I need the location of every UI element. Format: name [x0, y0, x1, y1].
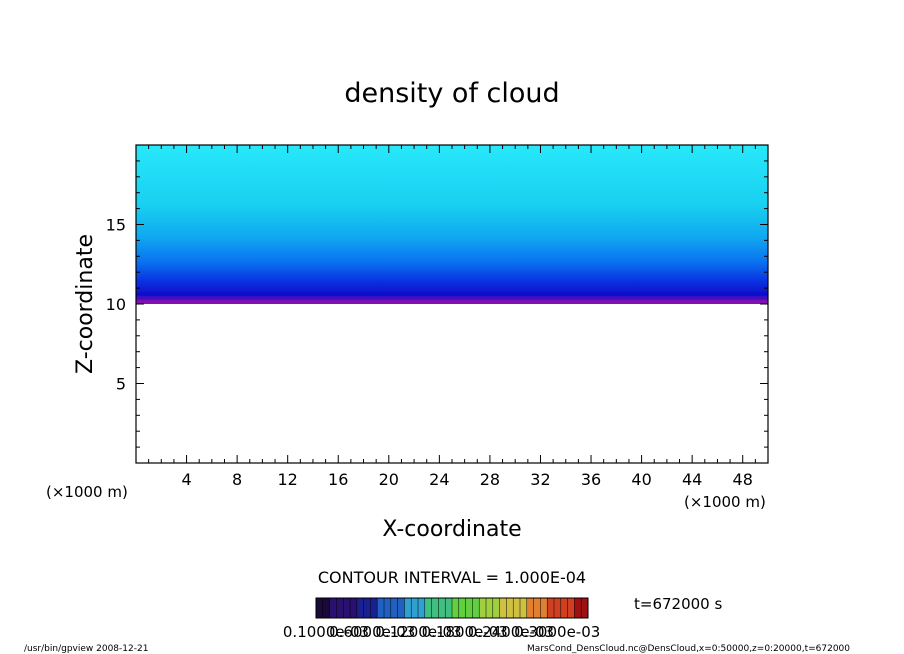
plot-area — [136, 145, 768, 304]
colorbar-cell — [350, 598, 358, 618]
colorbar-label: 0.6000e-03 — [329, 623, 415, 641]
x-tick-label: 36 — [581, 470, 601, 489]
colorbar-cell — [356, 598, 365, 618]
x-axis: 4 8 12 16 20 24 28 32 36 40 44 48 — [148, 145, 756, 489]
colorbar-cell — [445, 598, 453, 618]
time-label: t=672000 s — [634, 595, 722, 613]
colorbar-cell — [431, 598, 439, 618]
x-tick-label: 16 — [328, 470, 348, 489]
colorbar-cell — [370, 598, 378, 618]
colorbar-cell — [336, 598, 344, 618]
colorbar-cell — [499, 598, 507, 618]
colorbar-cell — [472, 598, 480, 618]
contour-interval-label: CONTOUR INTERVAL = 1.000E-04 — [318, 568, 586, 587]
colorbar-label: 0.1800e-03 — [422, 623, 508, 641]
y-tick-label: 10 — [106, 295, 126, 314]
x-unit-right: (×1000 m) — [684, 493, 766, 511]
colorbar-cell — [486, 598, 494, 618]
colorbar-cell — [465, 598, 473, 618]
x-tick-label: 44 — [682, 470, 702, 489]
colorbar-cell — [404, 598, 412, 618]
contour-band — [136, 292, 768, 297]
y-tick-label: 15 — [106, 216, 126, 235]
colorbar-cell — [513, 598, 521, 618]
colorbar-cell — [363, 598, 371, 618]
colorbar-label: 0.1200e-03 — [375, 623, 461, 641]
colorbar-cell — [520, 598, 528, 618]
footer-right: MarsCond_DensCloud.nc@DensCloud,x=0:5000… — [527, 644, 850, 654]
colorbar-cell — [424, 598, 433, 618]
colorbar-cell — [492, 598, 501, 618]
colorbar-cell — [479, 598, 487, 618]
colorbar-cell — [547, 598, 555, 618]
y-axis: 5 10 15 — [106, 160, 768, 448]
colorbar-cell — [574, 598, 582, 618]
colorbar-cell — [438, 598, 446, 618]
colorbar-cell — [397, 598, 405, 618]
colorbar-cell — [526, 598, 535, 618]
colorbar-cell — [540, 598, 548, 618]
colorbar-label: 0.2400e-03 — [468, 623, 554, 641]
x-tick-label: 24 — [429, 470, 449, 489]
colorbar — [316, 598, 589, 618]
colorbar-cell — [567, 598, 575, 618]
x-tick-label: 20 — [379, 470, 399, 489]
colorbar-cell — [390, 598, 399, 618]
colorbar-cell — [411, 598, 419, 618]
contour-band — [136, 296, 768, 301]
x-axis-label: X-coordinate — [382, 517, 521, 542]
colorbar-cell — [329, 598, 337, 618]
y-axis-label: Z-coordinate — [73, 234, 98, 374]
colorbar-cell — [316, 598, 324, 618]
colorbar-labels: 0.1000e-030.6000e-030.1200e-030.1800e-03… — [283, 623, 600, 641]
colorbar-label: 0.3000e-03 — [514, 623, 600, 641]
y-tick-label: 5 — [116, 375, 126, 394]
x-tick-label: 8 — [232, 470, 242, 489]
contour-band — [136, 300, 768, 304]
colorbar-cell — [533, 598, 541, 618]
colorbar-cell — [581, 598, 589, 618]
colorbar-label: 0.1000e-03 — [283, 623, 369, 641]
x-tick-label: 48 — [733, 470, 753, 489]
colorbar-cell — [554, 598, 562, 618]
colorbar-cell — [322, 598, 331, 618]
x-tick-label: 32 — [530, 470, 550, 489]
colorbar-cell — [418, 598, 426, 618]
colorbar-cell — [506, 598, 514, 618]
cloud-field — [136, 145, 768, 304]
colorbar-cell — [452, 598, 460, 618]
x-tick-label: 4 — [181, 470, 191, 489]
colorbar-cell — [343, 598, 351, 618]
x-tick-label: 40 — [631, 470, 651, 489]
x-tick-label: 28 — [480, 470, 500, 489]
footer-left: /usr/bin/gpview 2008-12-21 — [24, 644, 148, 654]
colorbar-frame — [315, 597, 589, 619]
colorbar-cell — [384, 598, 392, 618]
chart-title: density of cloud — [344, 78, 559, 109]
x-tick-label: 12 — [278, 470, 298, 489]
x-unit-left: (×1000 m) — [46, 483, 128, 501]
colorbar-cell — [560, 598, 569, 618]
colorbar-cell — [458, 598, 467, 618]
colorbar-cell — [377, 598, 385, 618]
